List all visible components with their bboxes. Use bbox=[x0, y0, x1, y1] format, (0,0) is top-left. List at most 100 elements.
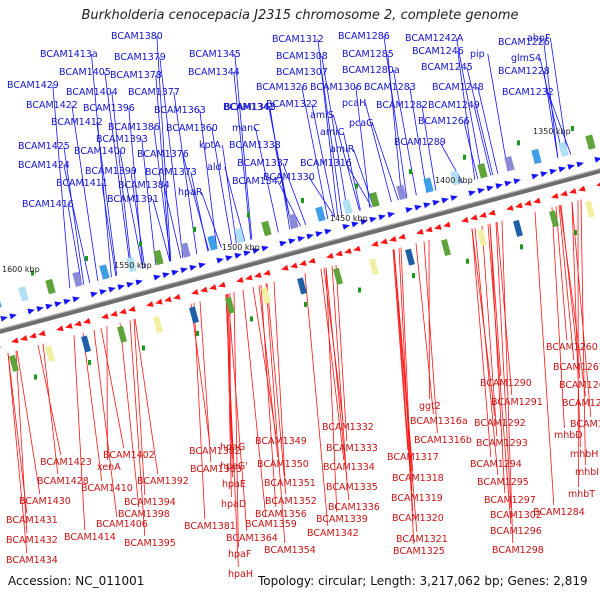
reverse-gene-arrow bbox=[308, 257, 316, 264]
forward-gene-arrow bbox=[576, 161, 584, 168]
marker-lower bbox=[520, 244, 523, 250]
forward-leader-line bbox=[333, 114, 360, 211]
reverse-leader-line bbox=[7, 352, 28, 554]
reverse-gene-arrow bbox=[218, 281, 226, 288]
reverse-leader-line bbox=[481, 225, 498, 437]
forward-leader-line bbox=[543, 70, 559, 158]
forward-gene-arrow bbox=[351, 221, 359, 228]
reverse-gene-arrow bbox=[119, 308, 127, 315]
feature-block-upper bbox=[450, 170, 461, 186]
feature-block-lower bbox=[81, 335, 91, 353]
reverse-leader-line bbox=[325, 267, 338, 513]
feature-block-lower bbox=[369, 258, 379, 276]
reverse-gene-arrow bbox=[146, 301, 154, 307]
feature-block-lower bbox=[117, 325, 127, 343]
forward-gene-label: BCAM1307 bbox=[276, 67, 328, 78]
forward-leader-line bbox=[365, 102, 392, 203]
feature-block-upper bbox=[18, 286, 29, 302]
reverse-gene-label: BCAM1432 bbox=[6, 535, 58, 546]
reverse-gene-arrow bbox=[128, 305, 136, 312]
reverse-gene-arrow bbox=[344, 247, 352, 254]
forward-leader-line bbox=[67, 203, 83, 286]
forward-gene-arrow bbox=[504, 180, 512, 187]
reverse-gene-arrow bbox=[65, 322, 73, 329]
reverse-gene-label: BCAM1364 bbox=[226, 533, 278, 544]
reverse-gene-label: BCAM1317 bbox=[387, 452, 439, 463]
forward-leader-line bbox=[163, 184, 182, 259]
forward-gene-arrow bbox=[423, 202, 431, 209]
feature-block-lower bbox=[585, 200, 595, 218]
feature-block-upper bbox=[261, 220, 272, 237]
reverse-leader-line bbox=[265, 283, 286, 544]
reverse-gene-arrow bbox=[389, 235, 397, 242]
marker-upper bbox=[517, 140, 520, 146]
reverse-gene-label: mhbI bbox=[575, 467, 599, 478]
forward-gene-label: BCAM1285 bbox=[342, 49, 394, 60]
forward-leader-line bbox=[409, 86, 428, 193]
reverse-gene-arrow bbox=[461, 216, 469, 223]
forward-gene-arrow bbox=[252, 248, 260, 254]
marker-upper bbox=[355, 183, 358, 189]
marker-upper bbox=[463, 154, 466, 160]
reverse-leader-line bbox=[304, 273, 329, 527]
reverse-gene-label: BCAM1325 bbox=[393, 546, 445, 557]
forward-gene-label: BCAM1326 bbox=[256, 82, 308, 93]
reverse-leader-line bbox=[393, 249, 418, 533]
forward-gene-arrow bbox=[153, 274, 161, 281]
marker-upper bbox=[85, 255, 88, 261]
reverse-gene-label: BCAM1349 bbox=[255, 436, 307, 447]
reverse-gene-label: BCAM1392 bbox=[137, 476, 189, 487]
scale-tick-label: 1500 kbp bbox=[222, 243, 260, 252]
feature-block-upper bbox=[288, 213, 299, 229]
forward-gene-arrow bbox=[324, 228, 332, 235]
forward-gene-arrow bbox=[513, 178, 521, 185]
feature-block-upper bbox=[0, 293, 2, 309]
reverse-gene-arrow bbox=[434, 223, 442, 230]
reverse-leader-line bbox=[320, 268, 345, 461]
reverse-gene-label: hpaH bbox=[228, 569, 253, 580]
forward-gene-arrow bbox=[288, 238, 296, 245]
reverse-gene-label: BCAM1352 bbox=[265, 496, 317, 507]
reverse-gene-arrow bbox=[281, 264, 289, 271]
forward-leader-line bbox=[141, 138, 157, 266]
forward-gene-label: BCAM1228 bbox=[498, 66, 550, 77]
reverse-leader-line bbox=[489, 223, 506, 494]
forward-leader-line bbox=[466, 66, 494, 176]
forward-gene-label: BCAM1384 bbox=[118, 180, 170, 191]
forward-gene-label: BCAM1404 bbox=[66, 87, 118, 98]
reverse-gene-arrow bbox=[254, 272, 262, 278]
reverse-gene-label: BCAM1290 bbox=[480, 378, 532, 389]
forward-gene-arrow bbox=[162, 272, 170, 279]
reverse-gene-arrow bbox=[245, 274, 253, 281]
forward-gene-label: BCAM1316 bbox=[300, 158, 352, 169]
reverse-gene-arrow bbox=[236, 276, 244, 283]
forward-gene-arrow bbox=[531, 173, 539, 180]
forward-gene-arrow bbox=[342, 224, 350, 230]
label-leader-lines bbox=[7, 35, 592, 568]
accession-text: Accession: NC_011001 bbox=[8, 574, 145, 588]
reverse-gene-label: BCAM1318 bbox=[392, 473, 444, 484]
reverse-gene-label: BCAM1292 bbox=[474, 418, 526, 429]
reverse-gene-arrow bbox=[299, 260, 307, 266]
forward-leader-line bbox=[311, 103, 336, 218]
forward-leader-line bbox=[550, 37, 568, 156]
reverse-gene-label: BCAM1382 bbox=[189, 446, 241, 457]
forward-gene-label: BCAM1422 bbox=[26, 100, 78, 111]
reverse-gene-label: BCAM1334 bbox=[323, 462, 375, 473]
feature-block-upper bbox=[45, 278, 56, 295]
marker-upper bbox=[301, 197, 304, 203]
reverse-gene-arrow bbox=[380, 238, 388, 245]
forward-gene-arrow bbox=[360, 219, 368, 226]
forward-leader-line bbox=[383, 35, 408, 199]
reverse-gene-arrow bbox=[191, 288, 199, 295]
forward-gene-arrow bbox=[297, 236, 305, 242]
marker-upper bbox=[193, 226, 196, 232]
reverse-gene-label: hpaE bbox=[222, 479, 246, 490]
reverse-gene-label: BCAM1333 bbox=[326, 443, 378, 454]
reverse-leader-line bbox=[415, 243, 434, 415]
forward-leader-line bbox=[156, 35, 172, 262]
forward-leader-line bbox=[372, 122, 399, 201]
reverse-leader-line bbox=[325, 267, 350, 501]
reverse-gene-label: BCAM1414 bbox=[64, 532, 116, 543]
marker-upper bbox=[247, 212, 250, 218]
